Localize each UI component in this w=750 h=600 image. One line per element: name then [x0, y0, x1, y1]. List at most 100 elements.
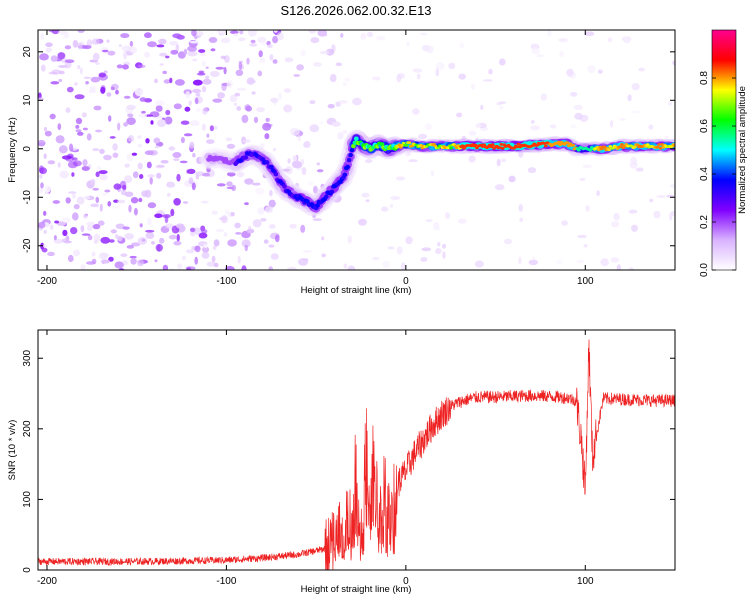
heatmap-noise-blob	[92, 187, 99, 191]
heatmap-noise-blob	[241, 239, 251, 248]
heatmap-noise-blob	[225, 265, 235, 270]
heatmap-noise-blob	[122, 64, 129, 70]
heatmap-noise-blob	[631, 110, 641, 114]
heatmap-noise-blob	[313, 185, 318, 194]
heatmap-noise-blob	[474, 260, 484, 268]
heatmap-noise-blob	[627, 94, 632, 102]
heatmap-noise-blob	[100, 236, 111, 244]
heatmap-noise-blob	[300, 158, 305, 165]
heatmap-noise-blob	[88, 89, 97, 94]
heatmap-noise-blob	[148, 150, 158, 156]
heatmap-noise-blob	[301, 167, 307, 175]
y-tick-label: 10	[22, 94, 33, 106]
heatmap-noise-blob	[95, 171, 100, 178]
heatmap-noise-blob	[496, 158, 501, 167]
heatmap-noise-blob	[382, 260, 391, 269]
ridge-energy-blob	[348, 152, 353, 158]
heatmap-noise-blob	[92, 148, 100, 152]
heatmap-noise-blob	[275, 234, 280, 243]
heatmap-noise-blob	[137, 64, 146, 69]
heatmap-noise-blob	[191, 182, 196, 191]
heatmap-noise-blob	[117, 199, 126, 204]
heatmap-noise-blob	[342, 130, 348, 135]
heatmap-noise-blob	[40, 182, 44, 189]
heatmap-noise-blob	[177, 263, 183, 270]
heatmap-noise-blob	[194, 256, 198, 265]
heatmap-noise-blob	[150, 120, 154, 125]
heatmap-noise-blob	[186, 168, 196, 174]
ridge-energy-blob	[329, 189, 335, 194]
heatmap-noise-blob	[234, 222, 241, 229]
heatmap-noise-blob	[190, 120, 200, 127]
heatmap-noise-blob	[155, 100, 165, 106]
heatmap-noise-blob	[547, 30, 552, 37]
heatmap-noise-blob	[316, 169, 324, 173]
ridge-energy-blob	[607, 148, 611, 152]
heatmap-noise-blob	[117, 122, 121, 131]
heatmap-noise-blob	[262, 122, 272, 131]
ridge-energy-blob	[354, 136, 359, 141]
heatmap-noise-blob	[584, 31, 595, 36]
heatmap-noise-blob	[287, 267, 297, 270]
heatmap-noise-blob	[237, 255, 241, 264]
heatmap-noise-blob	[116, 64, 124, 69]
heatmap-noise-blob	[337, 132, 344, 140]
heatmap-noise-blob	[309, 124, 320, 133]
heatmap-noise-blob	[122, 226, 130, 230]
heatmap-noise-blob	[331, 121, 341, 127]
heatmap-noise-blob	[110, 205, 120, 209]
heatmap-noise-blob	[200, 225, 206, 232]
ridge-energy-blob	[349, 147, 355, 153]
heatmap-noise-blob	[312, 218, 322, 222]
heatmap-noise-blob	[130, 197, 139, 204]
heatmap-noise-blob	[426, 45, 434, 54]
heatmap-noise-blob	[459, 42, 465, 49]
y-tick-label: -10	[22, 190, 33, 205]
spectrogram-x-axis-label: Height of straight line (km)	[301, 285, 412, 296]
ridge-energy-blob	[490, 143, 495, 147]
heatmap-noise-blob	[121, 189, 127, 196]
heatmap-noise-blob	[38, 165, 44, 174]
heatmap-noise-blob	[268, 244, 275, 248]
heatmap-noise-blob	[583, 244, 588, 248]
heatmap-noise-blob	[611, 221, 620, 228]
snr-y-ticks: 0 100 200 300	[22, 349, 675, 573]
heatmap-noise-blob	[53, 238, 64, 244]
heatmap-noise-blob	[39, 174, 43, 179]
heatmap-noise-blob	[155, 105, 163, 112]
heatmap-noise-blob	[138, 112, 147, 119]
heatmap-noise-blob	[236, 106, 242, 111]
heatmap-noise-blob	[146, 161, 152, 169]
ridge-energy-blob	[456, 144, 461, 148]
heatmap-noise-blob	[344, 77, 350, 82]
heatmap-noise-blob	[80, 264, 86, 270]
heatmap-noise-blob	[435, 248, 442, 255]
heatmap-noise-blob	[638, 67, 645, 72]
heatmap-noise-blob	[211, 210, 218, 215]
heatmap-noise-blob	[67, 254, 74, 263]
heatmap-noise-blob	[77, 131, 84, 136]
heatmap-noise-blob	[483, 79, 493, 82]
heatmap-noise-blob	[131, 152, 138, 156]
spectrogram-heatmap	[38, 30, 675, 270]
heatmap-noise-blob	[206, 133, 210, 138]
heatmap-noise-blob	[72, 157, 78, 161]
heatmap-noise-blob	[159, 52, 168, 57]
colorbar-label: Normalized spectral amplitude	[737, 86, 748, 214]
heatmap-noise-blob	[223, 232, 228, 237]
heatmap-noise-blob	[536, 54, 544, 58]
heatmap-noise-blob	[157, 244, 161, 252]
x-tick-label: 100	[577, 576, 594, 587]
heatmap-noise-blob	[64, 59, 75, 63]
heatmap-noise-blob	[442, 251, 446, 259]
heatmap-noise-blob	[653, 210, 661, 219]
snr-x-axis-label: Height of straight line (km)	[301, 584, 412, 595]
heatmap-noise-blob	[295, 182, 299, 188]
ridge-energy-blob	[588, 148, 593, 152]
heatmap-noise-blob	[57, 52, 66, 60]
heatmap-noise-blob	[268, 199, 276, 208]
heatmap-noise-blob	[570, 91, 578, 97]
heatmap-noise-blob	[139, 223, 143, 228]
heatmap-noise-blob	[579, 177, 586, 181]
heatmap-noise-blob	[211, 255, 216, 263]
